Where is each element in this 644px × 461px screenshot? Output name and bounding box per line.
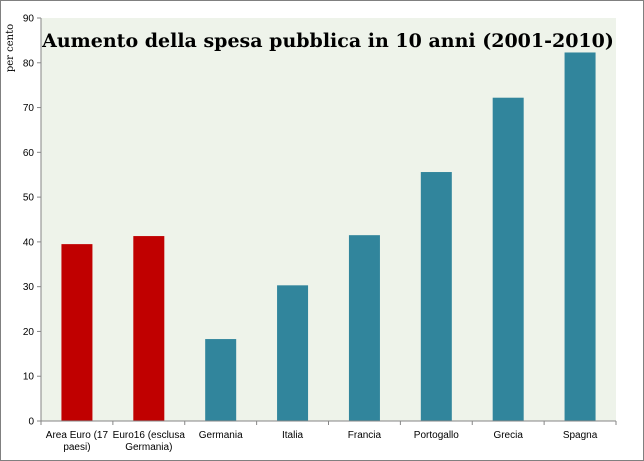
x-tick-label: Area Euro (17 paesi) xyxy=(46,430,109,453)
x-tick-label: Spagna xyxy=(563,430,598,441)
y-axis-ticks: 0 10 20 30 40 50 60 70 80 90 xyxy=(23,14,41,428)
x-axis-ticks: Area Euro (17 paesi)Euro16 (esclusa German… xyxy=(40,421,617,453)
x-tick-label: Italia xyxy=(282,430,304,441)
y-tick-label: 40 xyxy=(23,237,35,248)
x-tick-label: Francia xyxy=(348,430,382,441)
bar xyxy=(277,285,309,421)
bar xyxy=(492,97,524,422)
bar xyxy=(205,339,237,421)
bar xyxy=(61,244,93,421)
y-tick-label: 20 xyxy=(23,327,35,338)
y-tick-label: 0 xyxy=(28,417,34,428)
bar xyxy=(420,172,452,421)
chart-title: Aumento della spesa pubblica in 10 anni … xyxy=(41,30,614,52)
y-tick-label: 80 xyxy=(23,58,35,69)
y-axis-label: per cento xyxy=(5,24,16,72)
x-tick-label: Germania xyxy=(199,430,243,441)
y-tick-label: 10 xyxy=(23,372,35,383)
y-tick-label: 50 xyxy=(23,193,35,204)
y-tick-label: 70 xyxy=(23,103,35,114)
plot-area xyxy=(41,18,616,421)
bar xyxy=(348,235,380,421)
y-tick-label: 60 xyxy=(23,148,35,159)
bar xyxy=(564,52,596,422)
y-tick-label: 30 xyxy=(23,282,35,293)
y-tick-label: 90 xyxy=(23,14,35,25)
bar xyxy=(133,236,165,421)
x-tick-label: Euro16 (esclusa Germania) xyxy=(113,430,186,453)
bar-series xyxy=(61,52,596,422)
x-tick-label: Grecia xyxy=(493,430,523,441)
x-tick-label: Portogallo xyxy=(414,430,459,441)
